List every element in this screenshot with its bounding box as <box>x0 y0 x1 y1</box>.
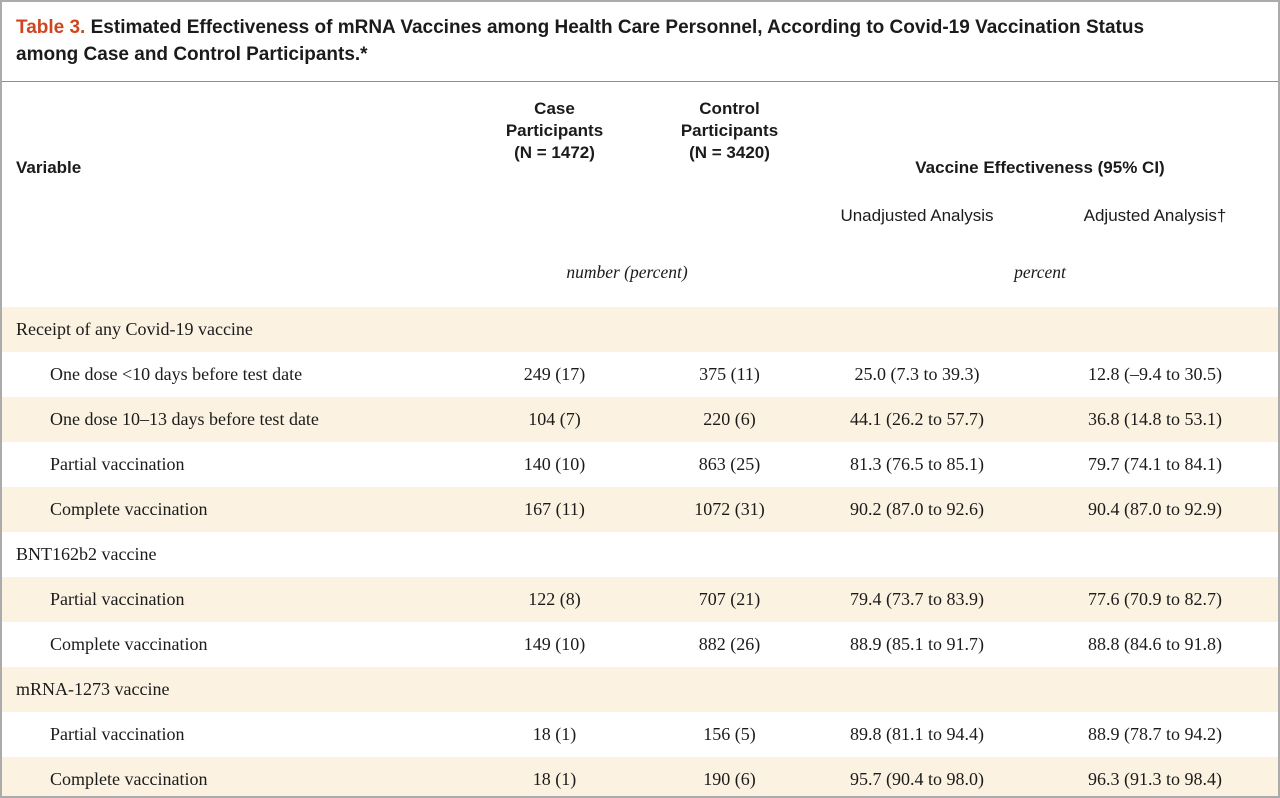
section-row: Receipt of any Covid-19 vaccine <box>2 306 1278 352</box>
control-header-line2: Participants <box>680 120 779 140</box>
control-value: 190 (6) <box>703 768 756 789</box>
row-label: Complete vaccination <box>50 498 208 519</box>
adjusted-value: 12.8 (–9.4 to 30.5) <box>1088 363 1222 384</box>
table-row: One dose <10 days before test date 249 (1… <box>2 352 1278 397</box>
control-value: 882 (26) <box>698 633 761 654</box>
sub-header-row: Unadjusted Analysis Adjusted Analysis† <box>2 180 1278 226</box>
control-value: 1072 (31) <box>694 498 765 519</box>
control-value: 156 (5) <box>703 723 756 744</box>
row-label: Complete vaccination <box>50 768 208 789</box>
adjusted-value: 96.3 (91.3 to 98.4) <box>1088 768 1222 789</box>
row-label: Partial vaccination <box>50 723 185 744</box>
unadjusted-value: 25.0 (7.3 to 39.3) <box>854 363 980 384</box>
column-header-control: Control Participants (N = 3420) <box>657 98 802 164</box>
unadjusted-value: 44.1 (26.2 to 57.7) <box>850 408 984 429</box>
case-header-line1: Case <box>534 98 575 118</box>
case-value: 18 (1) <box>532 768 577 789</box>
row-label: One dose <10 days before test date <box>50 363 303 384</box>
unadjusted-value: 95.7 (90.4 to 98.0) <box>850 768 984 789</box>
table-row: Complete vaccination 18 (1) 190 (6) 95.7 (9… <box>2 756 1278 796</box>
case-value: 122 (8) <box>528 588 581 609</box>
table-row: One dose 10–13 days before test date 104 … <box>2 396 1278 442</box>
column-header-row: Variable Case Participants (N = 1472) Co… <box>2 82 1278 180</box>
case-header-line3: (N = 1472) <box>514 142 595 162</box>
table-number-label: Table 3. <box>16 17 86 38</box>
column-header-adjusted: Adjusted Analysis† <box>1083 205 1227 225</box>
unadjusted-value: 89.8 (81.1 to 94.4) <box>850 723 984 744</box>
row-label: Partial vaccination <box>50 453 185 474</box>
column-header-unadjusted: Unadjusted Analysis <box>840 205 994 225</box>
unadjusted-value: 88.9 (85.1 to 91.7) <box>850 633 984 654</box>
case-value: 18 (1) <box>532 723 577 744</box>
case-value: 167 (11) <box>524 498 585 519</box>
case-value: 140 (10) <box>523 453 586 474</box>
unadjusted-value: 81.3 (76.5 to 85.1) <box>850 453 984 474</box>
adjusted-value: 88.9 (78.7 to 94.2) <box>1088 723 1222 744</box>
unadjusted-value: 79.4 (73.7 to 83.9) <box>850 588 984 609</box>
section-row: BNT162b2 vaccine <box>2 532 1278 577</box>
section-label: BNT162b2 vaccine <box>16 543 157 564</box>
row-label: One dose 10–13 days before test date <box>50 408 319 429</box>
column-header-case: Case Participants (N = 1472) <box>452 98 657 164</box>
table-row: Complete vaccination 167 (11) 1072 (31) 90.… <box>2 486 1278 532</box>
adjusted-value: 90.4 (87.0 to 92.9) <box>1088 498 1222 519</box>
table-row: Partial vaccination 140 (10) 863 (25) 81.3 … <box>2 442 1278 487</box>
units-counts-label: number (percent) <box>566 261 688 282</box>
control-header-line1: Control <box>699 98 760 118</box>
control-value: 707 (21) <box>698 588 761 609</box>
adjusted-value: 36.8 (14.8 to 53.1) <box>1088 408 1222 429</box>
control-value: 863 (25) <box>698 453 761 474</box>
control-value: 375 (11) <box>699 363 760 384</box>
units-percent-label: percent <box>1014 261 1066 282</box>
section-label: mRNA-1273 vaccine <box>16 678 170 699</box>
row-label: Partial vaccination <box>50 588 185 609</box>
control-header-line3: (N = 3420) <box>689 142 770 162</box>
unadjusted-value: 90.2 (87.0 to 92.6) <box>850 498 984 519</box>
table-title: Table 3. Estimated Effectiveness of mRNA… <box>2 2 1278 82</box>
section-row: mRNA-1273 vaccine <box>2 666 1278 712</box>
case-value: 104 (7) <box>528 408 581 429</box>
adjusted-value: 88.8 (84.6 to 91.8) <box>1088 633 1222 654</box>
table-title-text: Estimated Effectiveness of mRNA Vaccines… <box>16 17 1145 65</box>
row-label: Complete vaccination <box>50 633 208 654</box>
case-value: 249 (17) <box>523 363 586 384</box>
table-row: Partial vaccination 18 (1) 156 (5) 89.8 (81… <box>2 712 1278 757</box>
section-label: Receipt of any Covid-19 vaccine <box>16 318 253 339</box>
control-value: 220 (6) <box>703 408 756 429</box>
case-value: 149 (10) <box>523 633 586 654</box>
units-row: number (percent) percent <box>2 226 1278 307</box>
column-header-effectiveness: Vaccine Effectiveness (95% CI) <box>915 157 1165 177</box>
adjusted-value: 77.6 (70.9 to 82.7) <box>1088 588 1222 609</box>
case-header-line2: Participants <box>505 120 604 140</box>
adjusted-value: 79.7 (74.1 to 84.1) <box>1088 453 1222 474</box>
column-header-variable: Variable <box>16 157 82 177</box>
table-row: Complete vaccination 149 (10) 882 (26) 88.9… <box>2 622 1278 667</box>
table-body: Receipt of any Covid-19 vaccine One dose … <box>2 306 1278 796</box>
table-row: Partial vaccination 122 (8) 707 (21) 79.4 (… <box>2 576 1278 622</box>
